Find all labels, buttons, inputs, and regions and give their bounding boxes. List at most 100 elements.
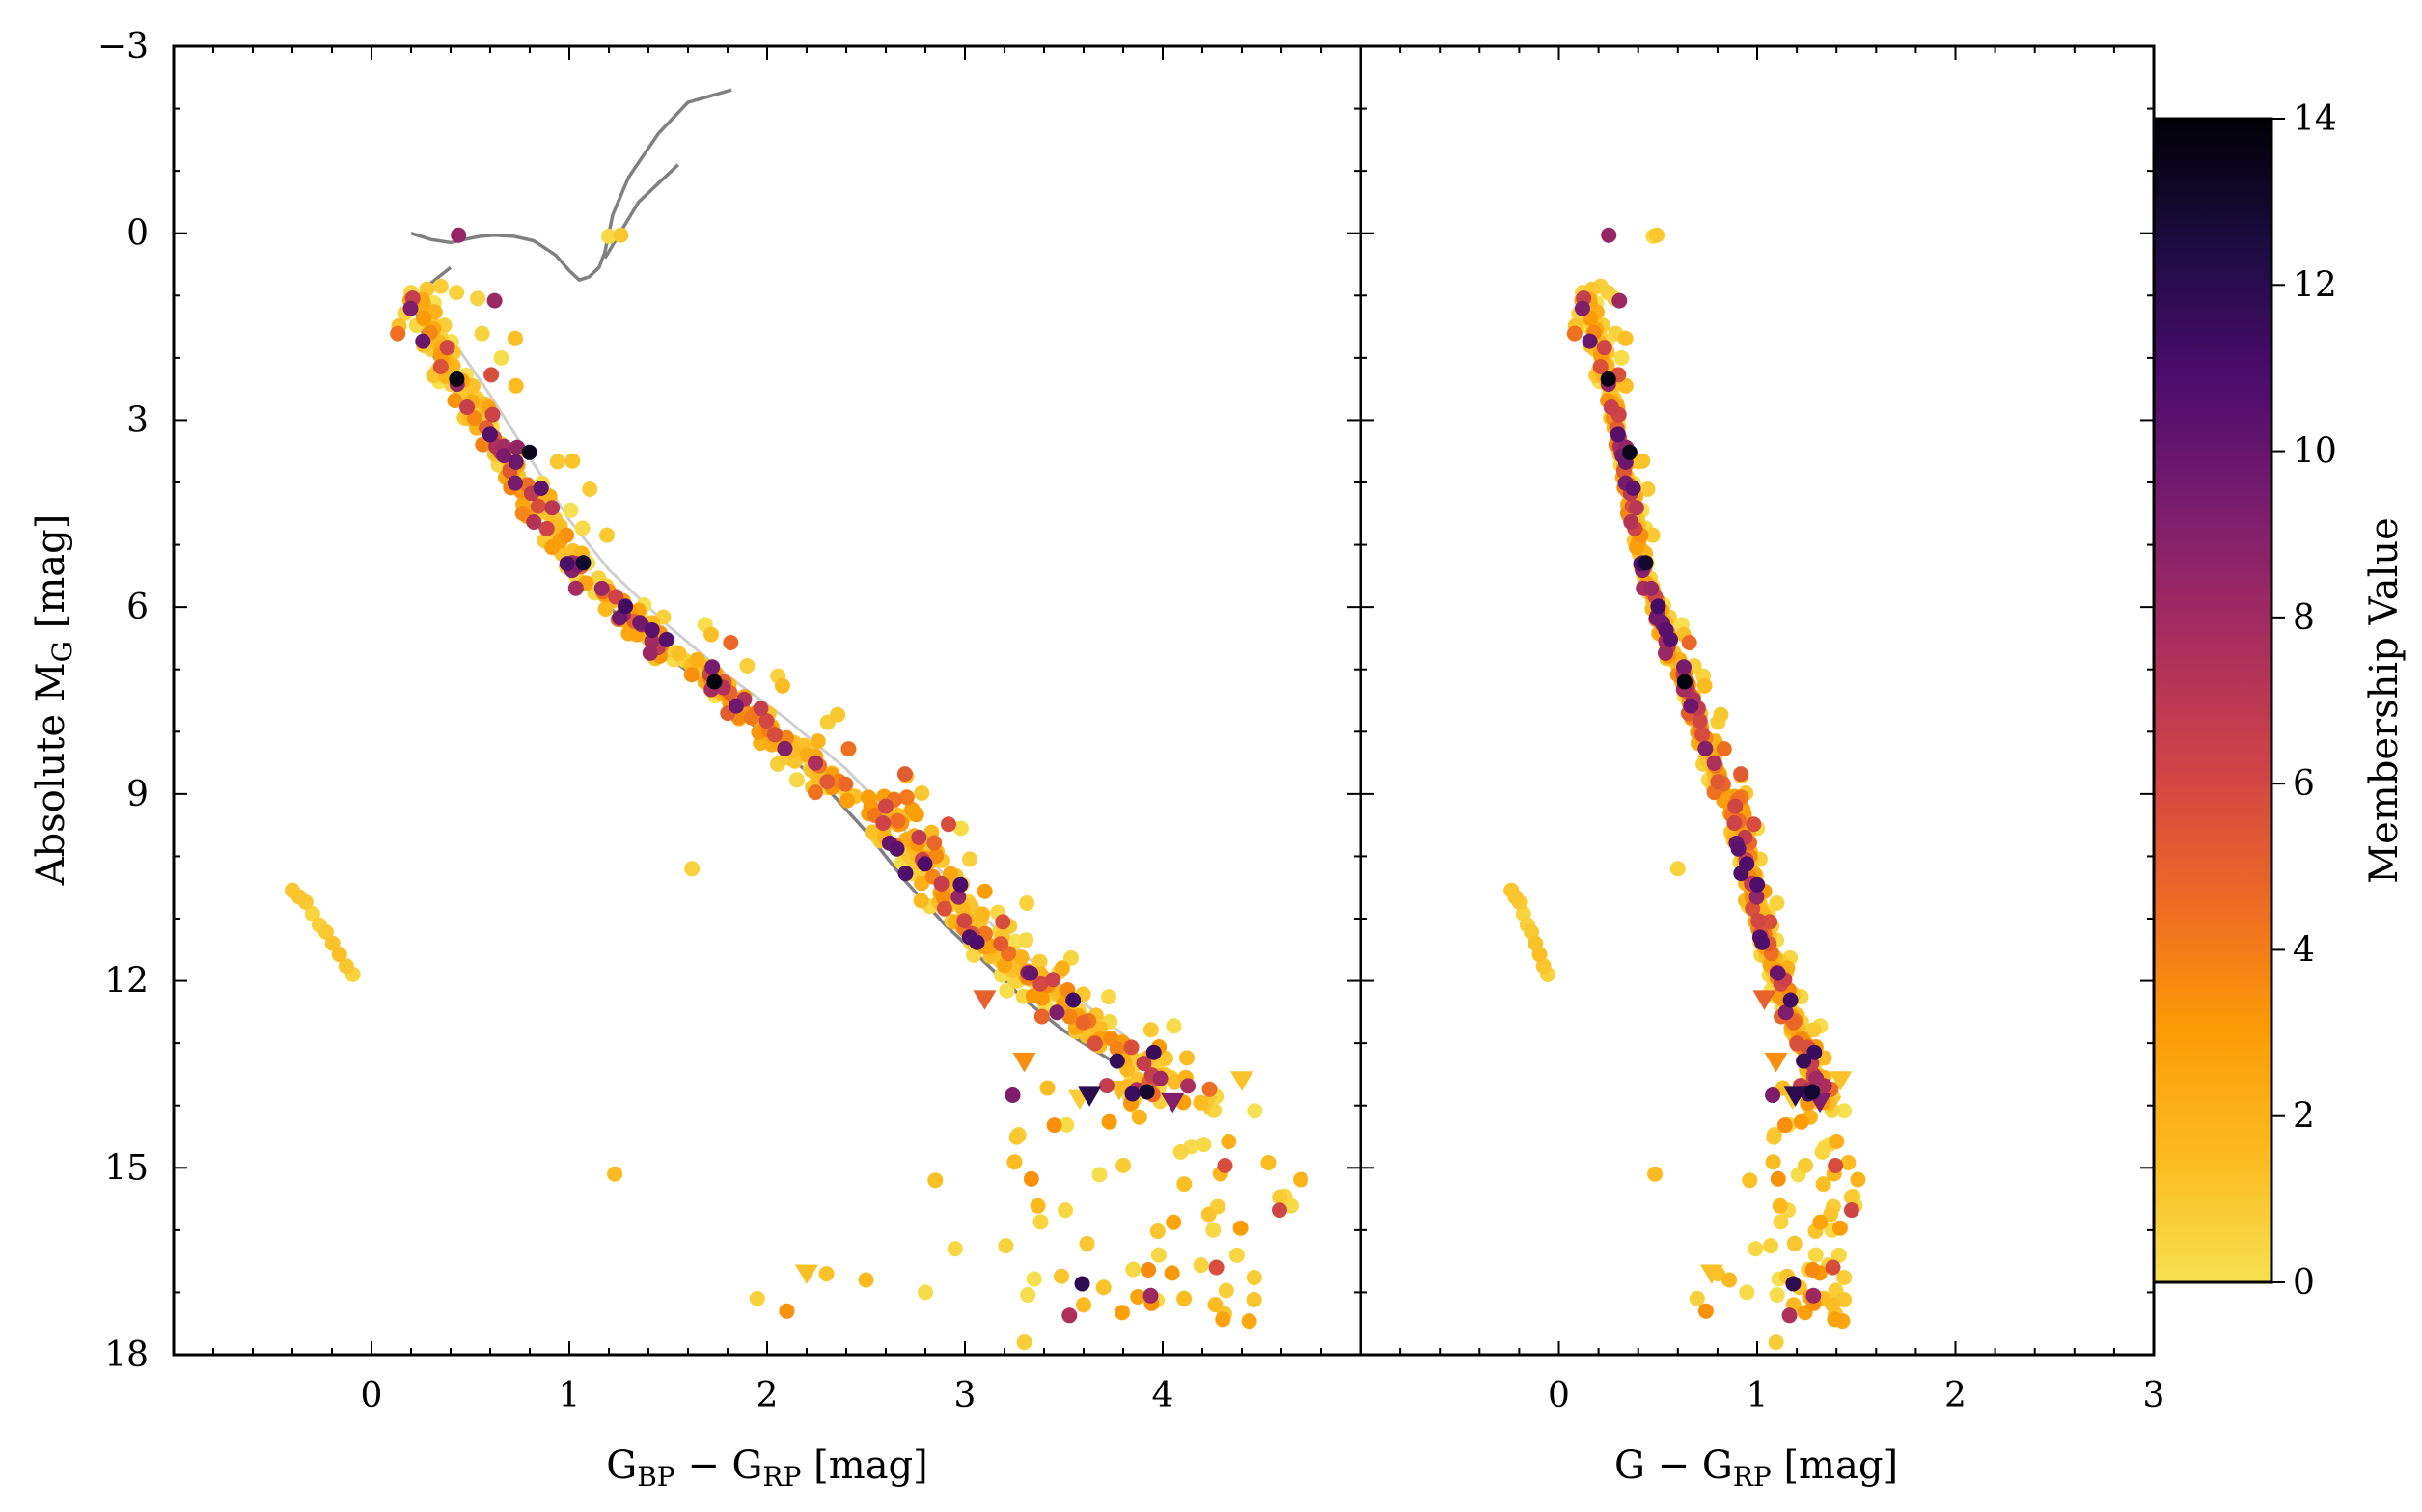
y-tick-label: −3	[97, 27, 149, 67]
data-point	[496, 448, 512, 463]
data-point	[758, 713, 775, 729]
data-point	[1596, 340, 1612, 356]
data-point	[977, 883, 993, 899]
data-point	[1123, 1039, 1140, 1056]
data-point	[1141, 1262, 1157, 1278]
data-point	[416, 310, 432, 326]
data-point	[1136, 1056, 1152, 1072]
y-tick-label: 18	[104, 1335, 149, 1375]
data-point	[439, 340, 455, 356]
left-x-ticks: 0 1 2 3 4	[173, 46, 1362, 1416]
data-point	[810, 733, 826, 750]
data-point	[1260, 1155, 1277, 1170]
data-point	[508, 377, 524, 394]
data-point	[1039, 1080, 1056, 1096]
data-point	[1776, 1117, 1793, 1134]
data-point	[1149, 1223, 1166, 1239]
data-point	[559, 527, 575, 543]
data-point	[538, 520, 555, 536]
data-point	[1843, 1202, 1859, 1219]
data-point	[1613, 349, 1630, 366]
data-point	[1075, 1014, 1091, 1031]
data-point	[1828, 1158, 1844, 1173]
data-point	[1836, 1103, 1853, 1119]
data-point	[1850, 1171, 1866, 1188]
data-point	[1164, 1265, 1180, 1281]
data-point	[1074, 1276, 1090, 1292]
data-point	[1635, 453, 1651, 469]
data-point	[1574, 300, 1590, 316]
data-point	[1814, 1143, 1830, 1160]
data-point	[1716, 741, 1732, 757]
data-point	[1101, 1113, 1117, 1130]
data-point	[451, 227, 467, 243]
data-point	[839, 792, 856, 809]
x-tick-label: 3	[954, 1376, 977, 1416]
data-point	[1796, 1053, 1812, 1069]
colorbar-tick-label: 10	[2293, 432, 2337, 472]
data-point	[947, 1241, 963, 1257]
data-point	[599, 527, 615, 543]
data-point	[704, 659, 721, 675]
data-point	[1531, 947, 1548, 963]
data-point	[1696, 677, 1713, 694]
data-point	[1831, 1220, 1848, 1236]
data-point	[1193, 1257, 1209, 1274]
data-point	[567, 580, 584, 596]
data-point	[1815, 1176, 1831, 1193]
data-point	[1247, 1103, 1263, 1119]
data-point	[926, 835, 943, 851]
data-point	[840, 741, 857, 757]
data-point	[818, 1266, 835, 1282]
data-point	[474, 325, 490, 342]
data-point	[1683, 698, 1699, 714]
data-point	[1804, 1262, 1821, 1278]
data-point	[689, 651, 705, 668]
data-point	[1205, 1222, 1222, 1238]
data-point	[1217, 1158, 1233, 1173]
data-point	[1765, 1154, 1781, 1170]
data-point	[1142, 1287, 1159, 1304]
left-y-axis-title: Absolute MG [mag]	[29, 514, 78, 887]
y-tick-label: 3	[126, 400, 149, 440]
data-point	[830, 706, 846, 723]
right-panel: 0 1 2 3 G − GRP [mag]	[1347, 44, 2164, 1493]
data-point	[507, 475, 523, 491]
data-point	[913, 893, 929, 909]
data-point	[402, 300, 419, 316]
data-point	[508, 330, 523, 346]
data-point	[1045, 972, 1061, 988]
data-point	[1798, 1157, 1813, 1173]
data-point	[582, 481, 598, 497]
data-point	[1770, 965, 1786, 981]
x-tick-label: 0	[1548, 1376, 1570, 1416]
data-point-triangle	[1161, 1092, 1185, 1113]
data-point	[1843, 1189, 1859, 1205]
data-point	[1061, 1008, 1078, 1025]
data-point	[291, 889, 307, 905]
data-point	[1772, 1197, 1788, 1214]
data-point	[549, 454, 565, 470]
data-point	[1046, 1117, 1062, 1134]
colorbar-frame	[2152, 117, 2273, 1284]
data-point	[1808, 1070, 1825, 1086]
data-point	[1101, 989, 1116, 1005]
data-point	[917, 856, 933, 872]
data-point	[466, 410, 482, 426]
data-point	[432, 278, 449, 294]
x-tick-label: 0	[361, 1376, 383, 1416]
y-tick-label: 15	[104, 1148, 149, 1188]
data-point	[1639, 481, 1656, 497]
data-point	[1018, 932, 1034, 948]
data-point	[1644, 527, 1661, 543]
colorbar-tick-label: 0	[2293, 1263, 2315, 1303]
data-point	[1221, 1134, 1237, 1149]
data-point	[1773, 1214, 1789, 1230]
colorbar-tick-label: 14	[2293, 99, 2337, 139]
data-point	[1131, 1109, 1147, 1125]
data-point	[1180, 1078, 1197, 1094]
data-point	[1601, 227, 1617, 243]
data-point	[1710, 774, 1726, 790]
data-point	[1676, 674, 1693, 690]
